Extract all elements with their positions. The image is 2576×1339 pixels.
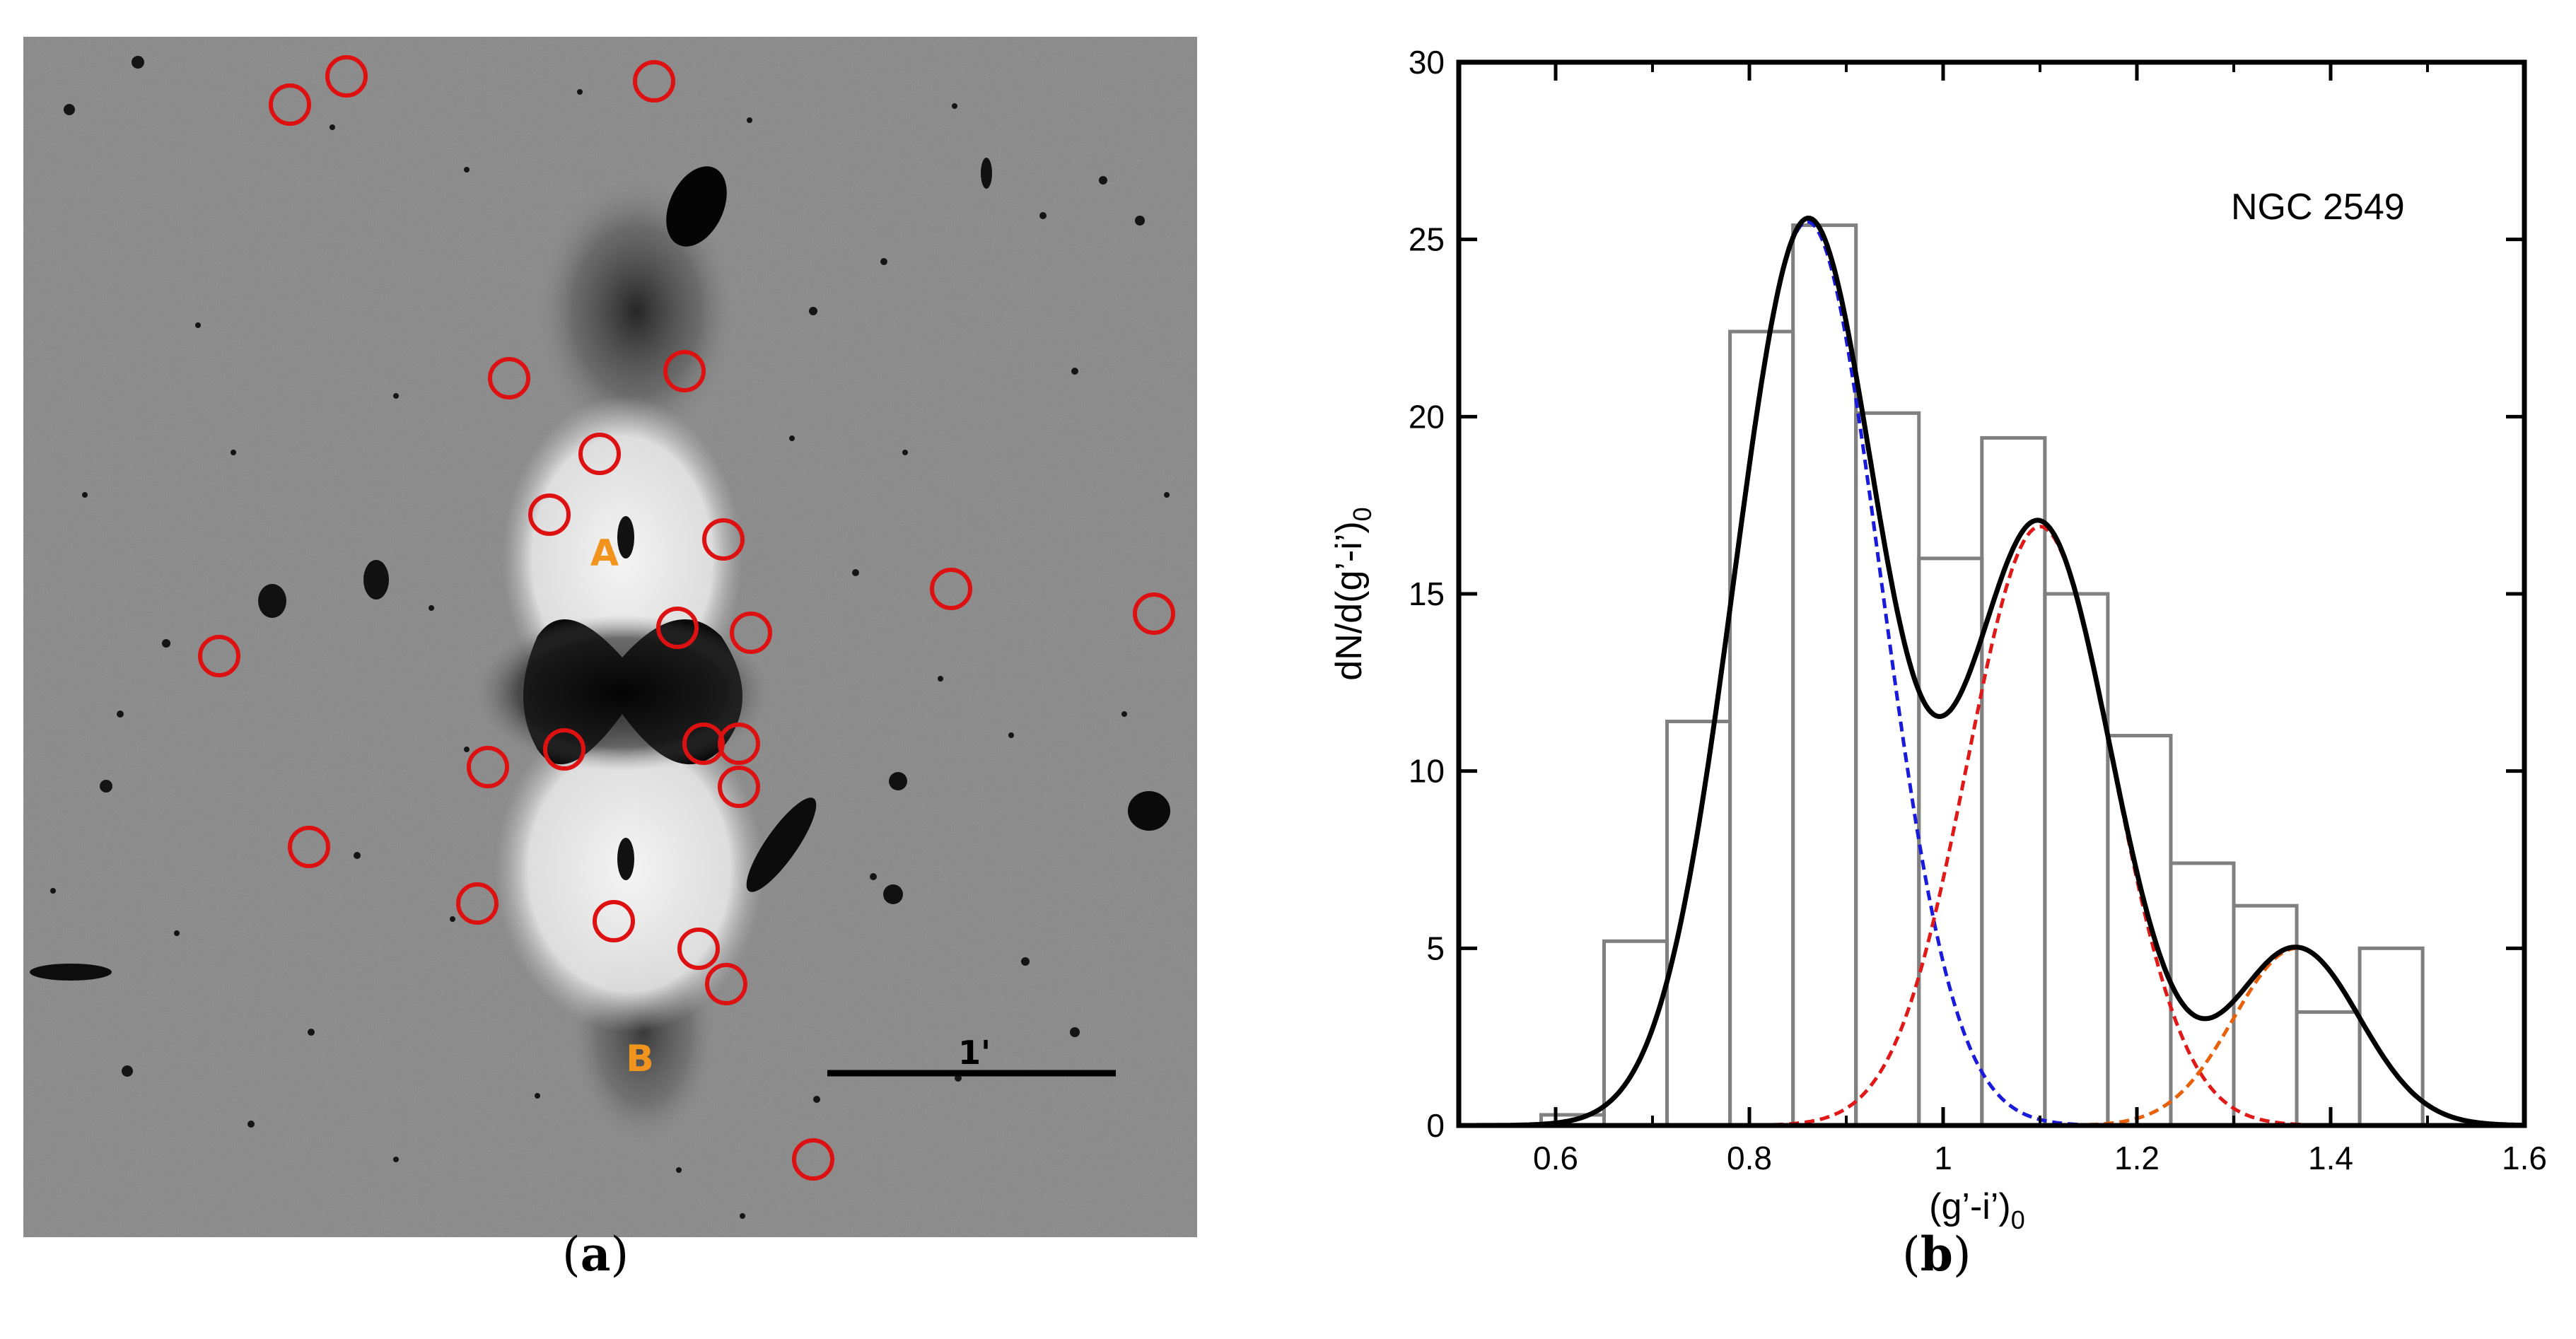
caption-b-letter: b	[1920, 1227, 1953, 1282]
x-tick-label: 1	[1934, 1140, 1952, 1176]
caption-a: (a)	[562, 1227, 629, 1282]
axis-ticks	[1457, 60, 2527, 1128]
galaxy-top	[666, 166, 727, 247]
gc-circle	[730, 612, 772, 654]
y-tick-labels: 0 5 10 15 20 25 30	[1409, 44, 1445, 1144]
y-tick-label: 30	[1409, 44, 1445, 81]
gc-circle	[682, 723, 725, 765]
x-tick-label: 1.4	[2308, 1140, 2353, 1176]
gc-circle	[663, 350, 706, 392]
scale-bar-label: 1'	[958, 1034, 991, 1072]
gc-circle	[593, 900, 635, 942]
histogram-bar	[2169, 861, 2236, 1128]
gc-circle	[718, 723, 760, 765]
y-tick-label: 20	[1409, 398, 1445, 435]
histogram-layer	[1539, 223, 2425, 1128]
sky-image: A B 1'	[23, 37, 1197, 1237]
gc-circle	[288, 826, 330, 868]
label-a: A	[590, 532, 619, 575]
galaxy-left-small	[363, 560, 389, 600]
x-tick-label: 1.6	[2502, 1140, 2547, 1176]
gc-circle	[718, 766, 760, 808]
gc-circle	[1133, 592, 1175, 635]
curve-layer	[1459, 215, 2524, 1128]
gc-circle	[198, 635, 240, 677]
y-tick-label: 15	[1409, 575, 1445, 612]
galaxy-edge-on-right	[746, 797, 817, 892]
red-component-curve	[1773, 525, 2307, 1127]
gc-circle	[930, 568, 972, 610]
y-tick-label: 5	[1426, 930, 1445, 966]
x-axis-label-sub: 0	[2011, 1205, 2025, 1234]
gc-circle	[269, 83, 311, 126]
gc-circle	[656, 607, 699, 649]
label-b: B	[626, 1038, 654, 1080]
histogram-bar	[1791, 223, 1858, 1128]
y-axis-label-main: dN/d(g’-i’)	[1329, 521, 1370, 680]
gc-circle	[677, 928, 720, 970]
histogram-bar	[1854, 411, 1921, 1128]
y-tick-label: 0	[1426, 1107, 1445, 1144]
x-tick-label: 1.2	[2114, 1140, 2160, 1176]
gc-candidate-circles	[198, 55, 1175, 1181]
gc-circle	[488, 357, 530, 399]
total-fit-curve	[1459, 215, 2524, 1128]
y-axis-label-sub: 0	[1348, 507, 1377, 521]
histogram-bar	[2232, 904, 2299, 1128]
histogram-bar	[1728, 329, 1795, 1128]
y-axis-label: dN/d(g’-i’)0	[1329, 507, 1377, 680]
histogram-bar	[1665, 719, 1732, 1128]
x-tick-label: 0.6	[1533, 1140, 1578, 1176]
gc-circle	[705, 963, 747, 1005]
histogram-bar	[2043, 592, 2110, 1128]
gc-circle	[325, 55, 368, 98]
gc-circle	[467, 746, 509, 788]
gc-circle	[702, 518, 745, 561]
histogram-bar	[2295, 1010, 2362, 1128]
gc-circle	[528, 493, 571, 536]
gc-circle	[633, 60, 675, 103]
y-tick-label: 10	[1409, 753, 1445, 790]
galaxy-annotation: NGC 2549	[2231, 187, 2405, 228]
histogram-bar	[1980, 435, 2047, 1128]
gc-circle	[792, 1138, 834, 1181]
caption-b: (b)	[1902, 1227, 1971, 1282]
gc-circle	[578, 433, 621, 475]
point-sources	[50, 56, 1170, 1219]
gc-circle	[543, 728, 585, 771]
x-axis-label-main: (g’-i’)	[1929, 1186, 2011, 1227]
x-tick-labels: 0.6 0.8 1 1.2 1.4 1.6	[1533, 1140, 2547, 1176]
gc-circle	[456, 882, 499, 925]
x-axis-label: (g’-i’)0	[1929, 1186, 2025, 1234]
blue-component-curve	[1531, 220, 2084, 1127]
caption-a-letter: a	[580, 1227, 611, 1282]
x-tick-label: 0.8	[1727, 1140, 1772, 1176]
y-tick-label: 25	[1409, 221, 1445, 258]
galaxy-edge-on-left	[30, 964, 112, 981]
